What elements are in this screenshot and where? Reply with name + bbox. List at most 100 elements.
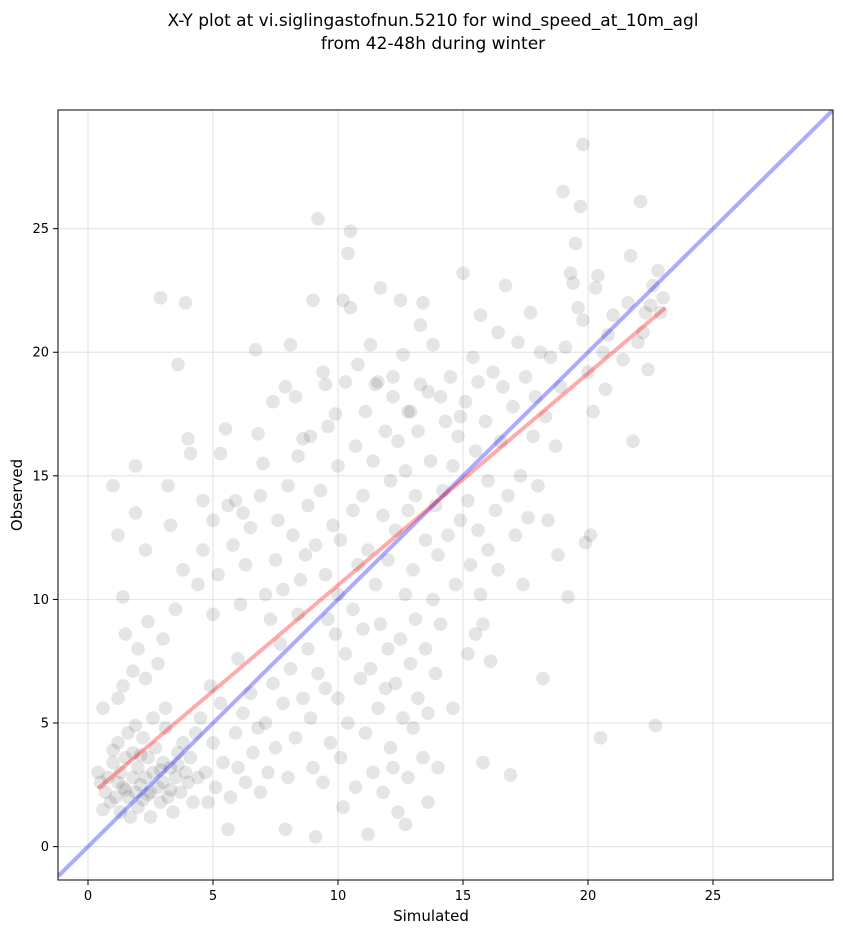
data-point — [161, 790, 175, 804]
data-point — [326, 518, 340, 533]
data-point — [161, 478, 175, 493]
data-point — [361, 827, 375, 842]
data-point — [141, 750, 155, 765]
data-point — [478, 414, 493, 429]
data-point — [623, 249, 638, 263]
data-point — [481, 543, 495, 557]
data-point — [356, 488, 370, 503]
data-point — [493, 434, 508, 449]
data-point — [398, 587, 413, 602]
data-point — [446, 701, 460, 716]
data-point — [111, 775, 125, 790]
data-point — [338, 647, 353, 661]
data-point — [153, 795, 168, 809]
data-point — [593, 731, 608, 745]
data-point — [571, 300, 585, 315]
data-point — [381, 553, 395, 567]
data-point — [253, 488, 268, 503]
data-point — [333, 750, 348, 765]
data-point — [123, 810, 138, 824]
data-point — [198, 765, 213, 780]
data-point — [391, 805, 405, 819]
data-point — [293, 572, 308, 587]
data-point — [506, 399, 520, 414]
data-point — [426, 338, 440, 352]
data-point — [491, 325, 505, 340]
data-point — [308, 538, 323, 552]
data-point — [133, 748, 148, 762]
data-point — [271, 513, 285, 528]
data-point — [136, 731, 150, 745]
data-point — [331, 459, 345, 473]
data-point — [116, 780, 130, 795]
data-point — [548, 439, 563, 453]
data-point — [243, 520, 258, 535]
data-point — [366, 765, 380, 780]
data-point — [601, 328, 615, 342]
data-point — [141, 787, 155, 802]
data-point — [376, 508, 390, 523]
data-point — [131, 760, 145, 775]
data-point — [403, 404, 418, 419]
data-point — [303, 429, 318, 444]
data-point — [246, 745, 260, 760]
data-point — [201, 795, 215, 809]
data-point — [211, 567, 225, 582]
data-point — [113, 805, 128, 819]
x-tick-label: 5 — [209, 889, 217, 904]
data-point — [461, 493, 475, 508]
data-point — [386, 370, 400, 384]
data-point — [118, 750, 133, 765]
data-point — [383, 473, 398, 488]
data-point — [231, 651, 245, 666]
data-point — [188, 726, 203, 740]
chart-title-line-2: from 42-48h during winter — [321, 34, 545, 54]
data-point — [486, 365, 500, 379]
data-point — [336, 800, 350, 814]
data-point — [151, 780, 165, 795]
data-point — [406, 562, 420, 577]
data-point — [128, 718, 143, 733]
y-tick-label: 5 — [41, 717, 49, 732]
data-point — [216, 755, 230, 770]
data-point — [106, 743, 120, 758]
data-point — [108, 790, 123, 804]
data-point — [156, 755, 170, 770]
data-point — [146, 765, 160, 780]
data-point — [236, 706, 250, 720]
data-point — [551, 548, 565, 562]
data-point — [296, 431, 310, 446]
data-point — [406, 721, 420, 735]
x-tick-label: 10 — [330, 889, 347, 904]
data-point — [556, 184, 570, 199]
y-axis-label: Observed — [8, 459, 26, 531]
data-point — [458, 394, 473, 409]
data-point — [656, 291, 670, 305]
data-point — [576, 137, 590, 152]
data-point — [648, 718, 663, 733]
data-point — [128, 459, 143, 473]
data-point — [133, 778, 148, 792]
data-point — [353, 671, 368, 686]
data-point — [278, 380, 293, 394]
data-point — [236, 506, 250, 520]
data-point — [303, 711, 318, 725]
data-point — [98, 785, 113, 800]
data-point — [268, 740, 283, 755]
data-point — [126, 664, 140, 678]
data-point — [468, 444, 483, 458]
data-point — [248, 342, 263, 357]
data-point — [131, 800, 145, 814]
data-point — [183, 750, 198, 765]
data-point — [586, 404, 600, 419]
data-point — [508, 528, 523, 542]
data-point — [456, 266, 470, 280]
data-point — [171, 758, 185, 772]
data-point — [436, 483, 450, 498]
data-point — [116, 590, 130, 604]
data-point — [316, 365, 330, 379]
data-point — [196, 493, 210, 508]
data-point — [111, 528, 125, 542]
data-point — [431, 548, 445, 562]
data-point — [541, 513, 555, 528]
